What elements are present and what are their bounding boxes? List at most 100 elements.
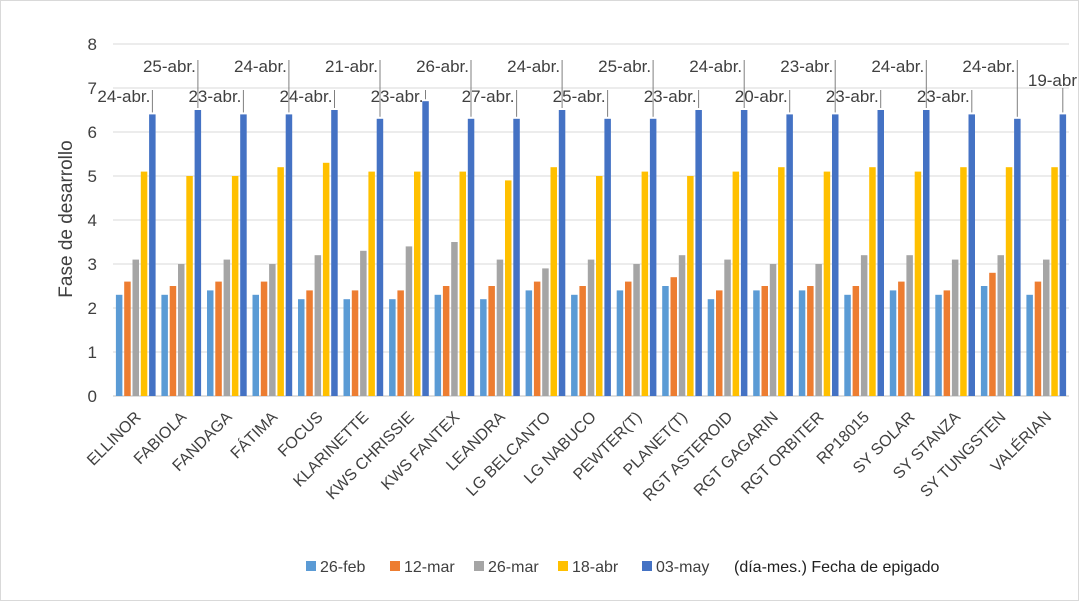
bar-03-may [740,110,748,396]
bar-26-feb [753,290,760,396]
bar-03-may [422,101,429,396]
legend-label: 26-feb [320,559,365,576]
bar-03-may [331,110,338,396]
bar-26-feb [480,299,487,396]
bar-26-mar [906,255,913,396]
bar-18-abr [914,171,922,396]
legend-swatch-18-abr [558,561,568,571]
x-category-label: RGT ORBITER [738,409,827,498]
heading-date-annotation: 25-abr. [143,57,196,76]
heading-date-annotations: 24-abr. 25-abr. 23-abr. 24-abr. 24-abr. 21-ab… [97,57,1077,106]
bar-18-abr [778,167,785,396]
bar-12-mar [761,286,768,396]
heading-date-annotation: 23-abr. [917,87,970,106]
bar-18-abr [140,171,148,396]
bar-26-mar [815,264,822,396]
bar-26-feb [298,299,305,396]
bar-18-abr [414,171,421,396]
heading-date-annotation: 24-abr. [234,57,287,76]
legend-swatch-12-mar [390,561,400,571]
bar-12-mar [442,286,450,396]
bar-03-may [376,118,384,397]
bar-12-mar [533,281,541,396]
bar-03-may [240,114,247,397]
x-category-label: RGT GAGARIN [691,409,782,500]
bar-12-mar [807,286,814,396]
bar-26-feb [343,299,350,396]
bar-18-abr [1005,167,1013,396]
bar-26-feb [616,290,624,396]
bar-03-may [1014,118,1021,397]
legend-swatch-03-may [642,561,652,571]
heading-date-annotation: 23-abr. [780,57,833,76]
bar-26-mar [951,259,959,396]
heading-date-annotation: 19-abr [1028,71,1077,90]
bar-26-feb [798,290,806,396]
bar-12-mar [351,290,359,396]
heading-date-annotation: 25-abr. [598,57,651,76]
bar-12-mar [488,286,495,396]
bar-12-mar [716,290,723,396]
bar-12-mar [397,290,404,396]
bar-03-may [877,110,884,396]
bar-18-abr [505,180,512,396]
bar-26-feb [434,294,442,396]
bar-12-mar [579,286,586,396]
x-category-label: KWS FANTEX [378,409,463,494]
heading-date-annotation: 24-abr. [97,87,150,106]
x-axis-category-labels: ELLINORFABIOLAFANDAGAFÁTIMAFOCUSKLARINET… [84,407,1055,505]
heading-date-annotation: 24-abr. [871,57,924,76]
bar-26-mar [1043,259,1050,396]
bar-03-may [285,114,293,397]
bar-26-feb [844,294,851,396]
bar-26-mar [405,246,413,396]
bar-26-mar [314,255,322,396]
bar-26-feb [115,294,123,396]
bar-12-mar [943,290,951,396]
legend-note: (día-mes.) Fecha de epigado [734,559,940,576]
heading-date-annotation: 24-abr. [962,57,1015,76]
bar-12-mar [124,281,131,396]
y-tick-label: 0 [88,387,97,406]
bar-26-mar [269,264,276,396]
y-axis-title: Fase de desarrollo [56,140,77,297]
bar-26-mar [997,255,1004,396]
y-tick-label: 1 [88,343,97,362]
bar-26-feb [889,290,897,396]
bar-26-feb [161,294,168,396]
bar-12-mar [670,277,677,396]
bar-18-abr [186,176,193,396]
x-category-label: LG BELCANTO [463,409,554,500]
bar-26-mar [678,255,686,396]
bar-18-abr [459,171,466,396]
bar-12-mar [989,272,996,396]
y-axis-tick-labels: 0 1 2 3 4 5 6 7 8 [88,35,97,406]
legend-label: 03-may [656,559,709,576]
bar-26-mar [178,264,185,396]
bar-26-mar [360,250,367,396]
heading-date-annotation: 21-abr. [325,57,378,76]
heading-date-annotation: 20-abr. [735,87,788,106]
legend-swatch-26-mar [474,561,484,571]
bar-26-mar [542,268,549,396]
y-tick-label: 6 [88,123,97,142]
bar-26-feb [935,294,942,396]
bar-12-mar [260,281,268,396]
y-tick-label: 2 [88,299,97,318]
bar-12-mar [169,286,177,396]
bar-03-may [513,118,520,397]
heading-date-annotation: 23-abr. [644,87,697,106]
legend: 26-feb 12-mar 26-mar 18-abr 03-may [306,559,709,576]
bar-26-mar [132,259,139,396]
bar-03-may [558,110,566,396]
bar-03-may [467,118,475,397]
bar-18-abr [277,167,284,396]
heading-date-annotation: 24-abr. [507,57,560,76]
bar-18-abr [732,171,740,396]
legend-label: 18-abr [572,559,619,576]
y-tick-label: 7 [88,79,97,98]
heading-date-annotation: 27-abr. [462,87,515,106]
bar-12-mar [306,290,313,396]
bar-26-feb [389,299,396,396]
